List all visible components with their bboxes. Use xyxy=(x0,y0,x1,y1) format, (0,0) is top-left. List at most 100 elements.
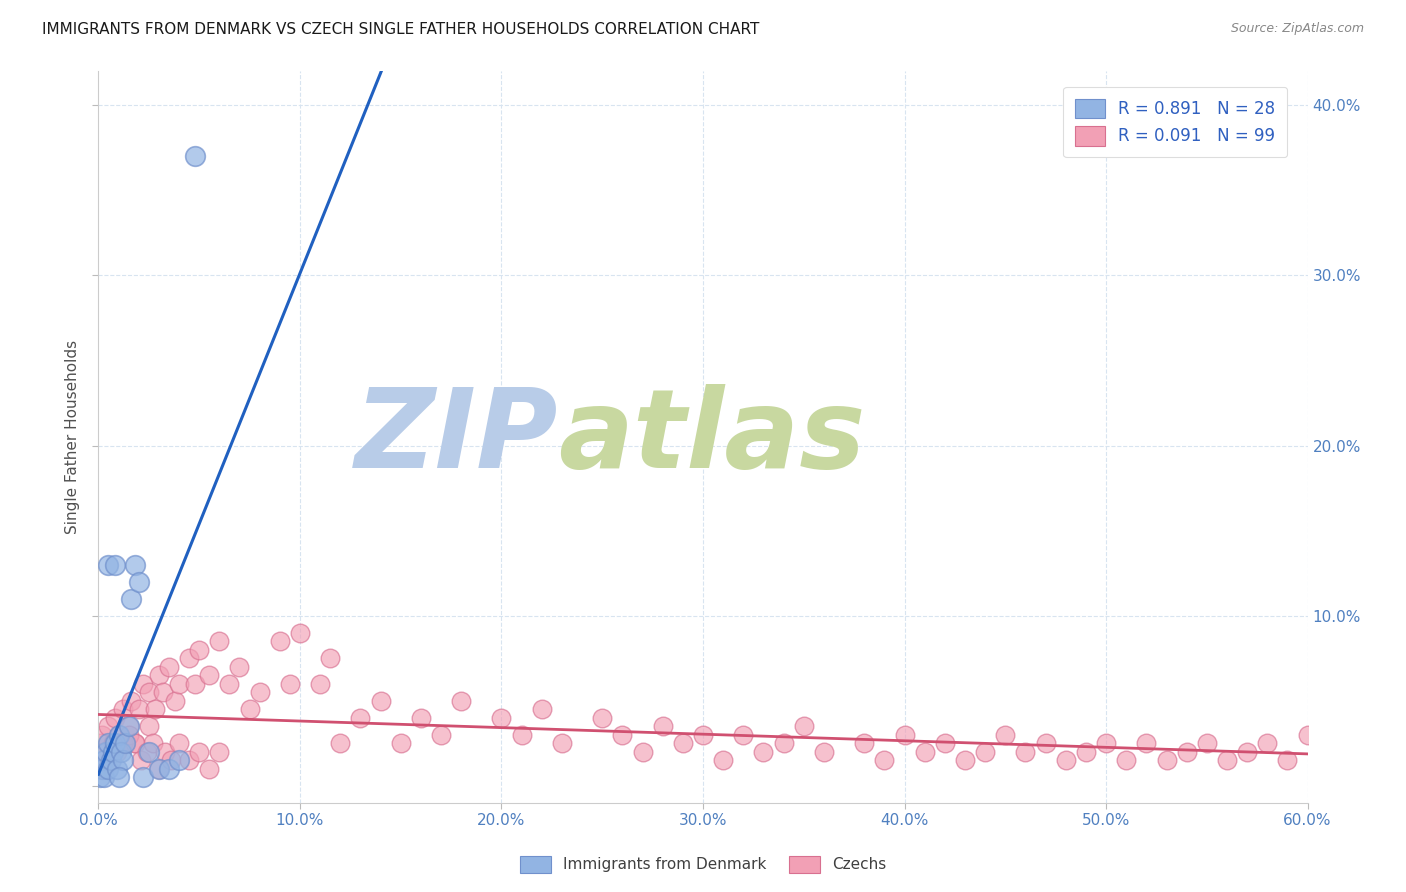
Point xyxy=(124,736,146,750)
Point xyxy=(1277,753,1299,767)
Point xyxy=(450,694,472,708)
Point xyxy=(389,736,412,750)
Point xyxy=(91,728,114,742)
Point xyxy=(319,651,342,665)
Point xyxy=(1035,736,1057,750)
Point xyxy=(148,668,170,682)
Point xyxy=(793,719,815,733)
Point xyxy=(132,770,155,784)
Point xyxy=(184,149,207,163)
Point xyxy=(148,762,170,776)
Point xyxy=(97,762,120,776)
Point xyxy=(278,677,301,691)
Point xyxy=(107,728,129,742)
Point xyxy=(612,728,634,742)
Point xyxy=(118,719,141,733)
Point xyxy=(288,625,311,640)
Point xyxy=(349,711,371,725)
Point xyxy=(733,728,755,742)
Point xyxy=(179,753,201,767)
Y-axis label: Single Father Households: Single Father Households xyxy=(65,340,80,534)
Point xyxy=(1256,736,1278,750)
Text: Source: ZipAtlas.com: Source: ZipAtlas.com xyxy=(1230,22,1364,36)
Point xyxy=(198,668,221,682)
Point xyxy=(111,702,134,716)
Point xyxy=(329,736,352,750)
Point xyxy=(1195,736,1218,750)
Point xyxy=(103,711,125,725)
Point xyxy=(651,719,673,733)
Point xyxy=(163,694,186,708)
Point xyxy=(100,753,122,767)
Point xyxy=(994,728,1017,742)
Point xyxy=(111,753,134,767)
Point xyxy=(974,745,997,759)
Point xyxy=(160,753,183,767)
Point xyxy=(120,591,142,606)
Point xyxy=(153,745,176,759)
Point xyxy=(188,745,211,759)
Point xyxy=(103,736,125,750)
Point xyxy=(188,642,211,657)
Point xyxy=(934,736,956,750)
Point xyxy=(138,745,160,759)
Point xyxy=(510,728,533,742)
Point xyxy=(143,702,166,716)
Point xyxy=(91,762,114,776)
Point xyxy=(179,651,201,665)
Point xyxy=(269,634,291,648)
Point xyxy=(1115,753,1137,767)
Point xyxy=(138,719,160,733)
Point xyxy=(1135,736,1157,750)
Point xyxy=(228,659,250,673)
Point xyxy=(631,745,654,759)
Point xyxy=(128,702,150,716)
Point xyxy=(157,762,180,776)
Point xyxy=(167,736,190,750)
Point xyxy=(148,762,170,776)
Point xyxy=(430,728,453,742)
Point xyxy=(124,736,146,750)
Point xyxy=(105,762,128,776)
Point xyxy=(135,745,157,759)
Point xyxy=(551,736,574,750)
Point xyxy=(208,634,231,648)
Point xyxy=(93,745,115,759)
Point xyxy=(1236,745,1258,759)
Point xyxy=(1095,736,1118,750)
Point xyxy=(89,736,111,750)
Point xyxy=(914,745,936,759)
Point xyxy=(692,728,714,742)
Point xyxy=(1054,753,1077,767)
Point xyxy=(97,719,120,733)
Point xyxy=(132,677,155,691)
Point xyxy=(97,736,120,750)
Point xyxy=(249,685,271,699)
Point xyxy=(672,736,695,750)
Point xyxy=(129,753,152,767)
Legend: Immigrants from Denmark, Czechs: Immigrants from Denmark, Czechs xyxy=(513,849,893,880)
Point xyxy=(813,745,835,759)
Point xyxy=(208,745,231,759)
Point xyxy=(711,753,734,767)
Text: atlas: atlas xyxy=(558,384,865,491)
Point xyxy=(101,745,124,759)
Point xyxy=(1296,728,1319,742)
Point xyxy=(93,770,115,784)
Point xyxy=(409,711,432,725)
Point xyxy=(107,770,129,784)
Point xyxy=(491,711,513,725)
Point xyxy=(89,770,111,784)
Point xyxy=(893,728,915,742)
Point xyxy=(530,702,553,716)
Point xyxy=(118,719,141,733)
Point xyxy=(114,736,136,750)
Point xyxy=(1014,745,1036,759)
Point xyxy=(157,659,180,673)
Point xyxy=(110,745,132,759)
Point xyxy=(198,762,221,776)
Point xyxy=(1156,753,1178,767)
Point xyxy=(97,558,120,572)
Point xyxy=(370,694,392,708)
Text: ZIP: ZIP xyxy=(354,384,558,491)
